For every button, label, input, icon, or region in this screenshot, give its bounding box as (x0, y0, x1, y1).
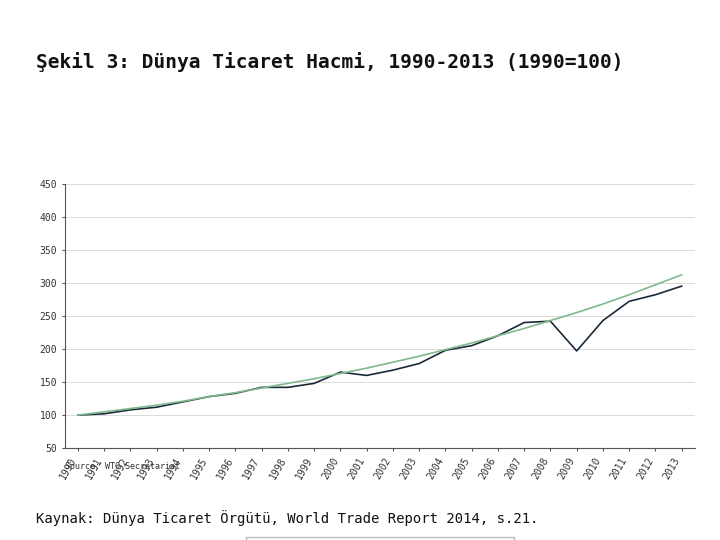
Trend (1990 2008) (494, 333, 503, 339)
Trend (1990 2008) (126, 405, 135, 411)
Export volume (678, 283, 686, 289)
Line: Trend (1990 2008): Trend (1990 2008) (78, 275, 682, 415)
Export volume (546, 318, 554, 325)
Legend: Export volume, Trend (1990 2008): Export volume, Trend (1990 2008) (246, 537, 513, 540)
Export volume (179, 399, 187, 405)
Text: Kaynak: Dünya Ticaret Örgütü, World Trade Report 2014, s.21.: Kaynak: Dünya Ticaret Örgütü, World Trad… (36, 510, 539, 526)
Trend (1990 2008) (520, 325, 528, 332)
Export volume (153, 404, 161, 410)
Export volume (572, 348, 581, 354)
Text: Figure 4: Volume of world merchandise exports, 1990–2013: Figure 4: Volume of world merchandise ex… (53, 136, 382, 146)
Export volume (310, 380, 318, 387)
Text: (indices, 1990=100): (indices, 1990=100) (53, 164, 164, 173)
Trend (1990 2008) (73, 412, 82, 418)
Export volume (362, 372, 371, 379)
Export volume (73, 412, 82, 418)
Export volume (415, 360, 423, 367)
Export volume (126, 407, 135, 413)
Text: Şekil 3: Dünya Ticaret Hacmi, 1990-2013 (1990=100): Şekil 3: Dünya Ticaret Hacmi, 1990-2013 … (36, 52, 624, 72)
Trend (1990 2008) (572, 309, 581, 316)
Trend (1990 2008) (441, 346, 450, 353)
Trend (1990 2008) (179, 398, 187, 404)
Export volume (231, 390, 240, 396)
Trend (1990 2008) (415, 353, 423, 360)
Trend (1990 2008) (467, 340, 476, 346)
Trend (1990 2008) (362, 365, 371, 372)
Trend (1990 2008) (231, 389, 240, 396)
Export volume (494, 333, 503, 339)
Export volume (598, 318, 607, 324)
Export volume (257, 384, 266, 390)
Export volume (336, 369, 345, 375)
Trend (1990 2008) (389, 359, 397, 366)
Trend (1990 2008) (598, 301, 607, 307)
Trend (1990 2008) (310, 375, 318, 382)
Trend (1990 2008) (205, 393, 214, 400)
Trend (1990 2008) (257, 385, 266, 392)
Export volume (441, 347, 450, 354)
Trend (1990 2008) (678, 272, 686, 278)
Export volume (625, 298, 634, 305)
Trend (1990 2008) (651, 281, 660, 288)
Export volume (205, 393, 214, 400)
Trend (1990 2008) (153, 402, 161, 408)
Trend (1990 2008) (336, 370, 345, 377)
Export volume (100, 410, 109, 417)
Trend (1990 2008) (546, 318, 554, 324)
Text: Source: WTO Secretariat: Source: WTO Secretariat (65, 462, 180, 471)
Line: Export volume: Export volume (78, 286, 682, 415)
Export volume (651, 292, 660, 298)
Export volume (520, 319, 528, 326)
Export volume (389, 367, 397, 373)
Trend (1990 2008) (284, 380, 292, 387)
Trend (1990 2008) (100, 409, 109, 415)
Export volume (284, 384, 292, 390)
Trend (1990 2008) (625, 292, 634, 298)
Export volume (467, 342, 476, 349)
